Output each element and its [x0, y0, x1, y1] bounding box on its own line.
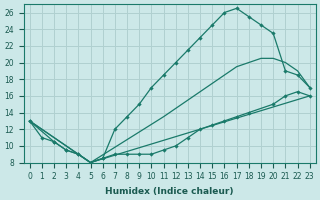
X-axis label: Humidex (Indice chaleur): Humidex (Indice chaleur): [105, 187, 234, 196]
